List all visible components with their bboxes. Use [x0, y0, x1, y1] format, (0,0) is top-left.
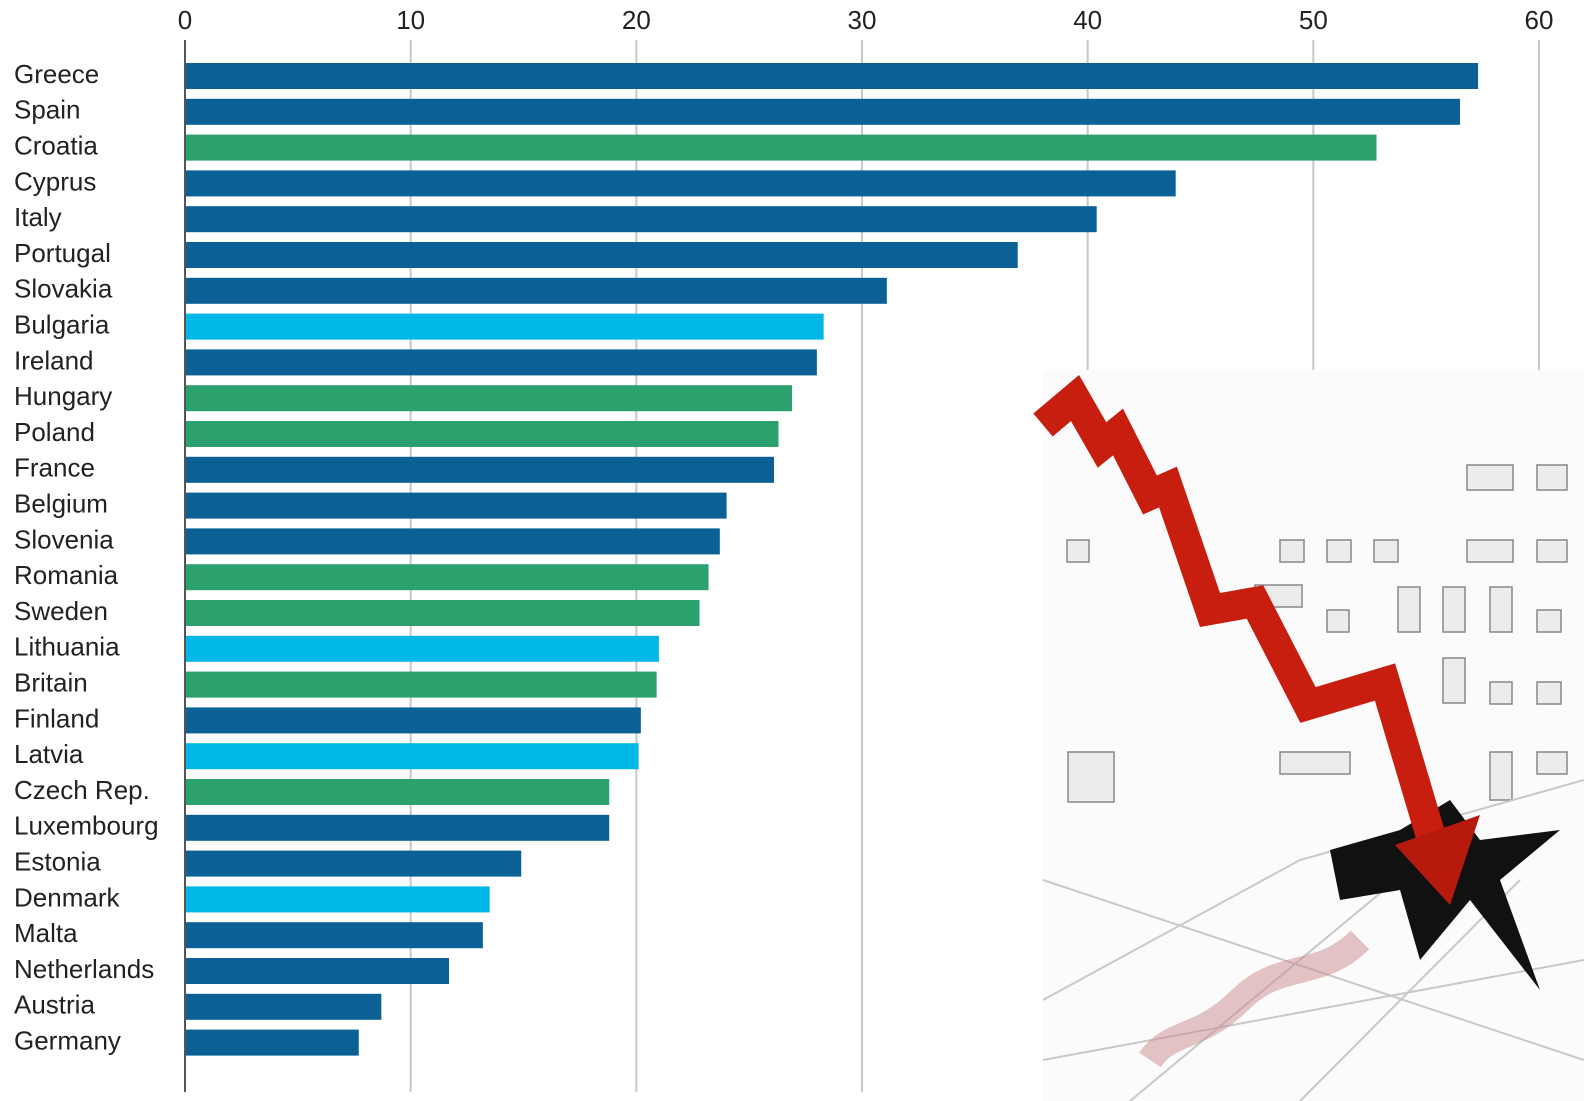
bar: [185, 958, 450, 984]
y-tick-label: Austria: [14, 990, 95, 1020]
bar: [185, 814, 610, 841]
y-tick-label: Croatia: [14, 130, 98, 160]
y-tick-label: Greece: [14, 59, 99, 89]
y-tick-label: Netherlands: [14, 954, 154, 984]
y-tick-label: Poland: [14, 417, 95, 447]
bar: [185, 671, 657, 698]
bar: [185, 850, 522, 877]
decorative-photo: [1033, 370, 1584, 1101]
bar: [185, 779, 610, 805]
x-tick-label: 50: [1299, 5, 1328, 35]
bar: [185, 421, 779, 447]
y-tick-label: Slovenia: [14, 524, 114, 554]
bar: [185, 277, 887, 304]
bar: [185, 456, 774, 483]
bar: [185, 528, 720, 555]
bar: [185, 922, 483, 949]
y-tick-label: Latvia: [14, 739, 84, 769]
y-tick-label: Denmark: [14, 882, 120, 912]
bar: [185, 134, 1377, 161]
y-tick-label: Ireland: [14, 345, 94, 375]
bar: [185, 1029, 359, 1056]
y-tick-label: Romania: [14, 560, 119, 590]
y-tick-label: Cyprus: [14, 166, 96, 196]
y-tick-label: Lithuania: [14, 632, 120, 662]
y-tick-label: Sweden: [14, 596, 108, 626]
x-tick-label: 10: [396, 5, 425, 35]
x-tick-label: 40: [1073, 5, 1102, 35]
y-tick-label: Portugal: [14, 238, 111, 268]
bar: [185, 98, 1461, 125]
y-tick-label: Slovakia: [14, 274, 113, 304]
y-tick-label: Czech Rep.: [14, 775, 150, 805]
y-tick-label: France: [14, 453, 95, 483]
bar: [185, 635, 659, 662]
bar: [185, 385, 793, 412]
bar: [185, 242, 1018, 268]
plot-area: 0 10 20 30 40 50 60 Greece Spain Croatia Cyprus Ita…: [14, 5, 1553, 1092]
y-tick-label: Italy: [14, 202, 62, 232]
bar: [185, 564, 709, 591]
y-tick-label: Germany: [14, 1025, 121, 1055]
bar: [185, 313, 824, 340]
x-tick-label: 30: [848, 5, 877, 35]
y-tick-label: Spain: [14, 95, 81, 125]
bar: [185, 492, 727, 519]
bar: [185, 349, 817, 376]
x-tick-label: 20: [622, 5, 651, 35]
x-tick-label: 60: [1525, 5, 1554, 35]
y-tick-label: Luxembourg: [14, 811, 159, 841]
bar: [185, 993, 382, 1020]
y-tick-label: Britain: [14, 667, 88, 697]
bar: [185, 886, 490, 913]
x-tick-label: 0: [178, 5, 192, 35]
y-tick-label: Bulgaria: [14, 309, 110, 339]
bar: [185, 743, 639, 770]
bar: [185, 707, 641, 734]
bar: [185, 63, 1479, 89]
y-tick-label: Malta: [14, 918, 78, 948]
y-tick-label: Finland: [14, 703, 99, 733]
y-tick-label: Belgium: [14, 488, 108, 518]
y-tick-label: Estonia: [14, 846, 101, 876]
bar: [185, 600, 700, 626]
bar: [185, 206, 1097, 233]
bar: [185, 170, 1176, 197]
y-tick-label: Hungary: [14, 381, 112, 411]
